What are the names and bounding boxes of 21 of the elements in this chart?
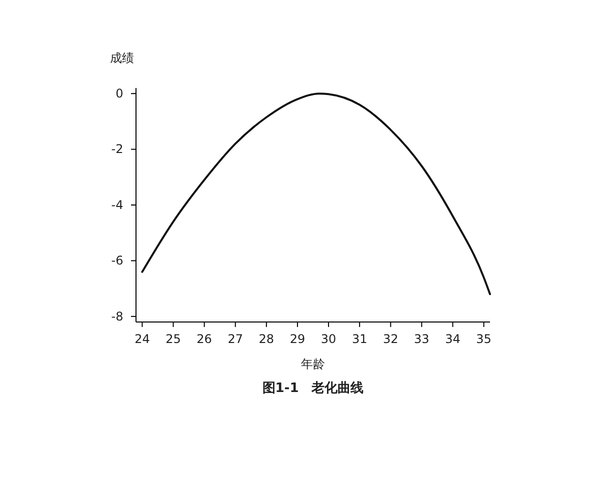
y-axis-title: 成绩	[110, 51, 134, 65]
x-tick-label: 32	[382, 332, 398, 346]
y-tick-label: -2	[111, 142, 124, 156]
x-tick-label: 27	[228, 332, 244, 346]
x-tick-label: 31	[352, 332, 368, 346]
x-tick-label: 34	[445, 332, 460, 346]
x-tick-label: 30	[320, 332, 336, 346]
y-tick-label: -4	[111, 198, 124, 212]
x-tick-label: 24	[134, 332, 150, 346]
y-tick-label: -8	[111, 309, 124, 324]
x-tick-label: 33	[414, 332, 430, 346]
y-tick-label: 0	[116, 86, 124, 100]
line-series	[141, 92, 491, 296]
x-tick-label: 29	[290, 332, 306, 346]
x-tick-label: 26	[196, 332, 212, 346]
x-tick-label: 28	[258, 332, 274, 346]
x-tick-label: 35	[476, 332, 492, 346]
x-axis-title: 年龄	[301, 357, 325, 371]
x-tick-label: 25	[166, 332, 181, 346]
y-tick-label: -6	[111, 254, 124, 268]
text: 图1-1 老化曲线	[262, 381, 364, 396]
